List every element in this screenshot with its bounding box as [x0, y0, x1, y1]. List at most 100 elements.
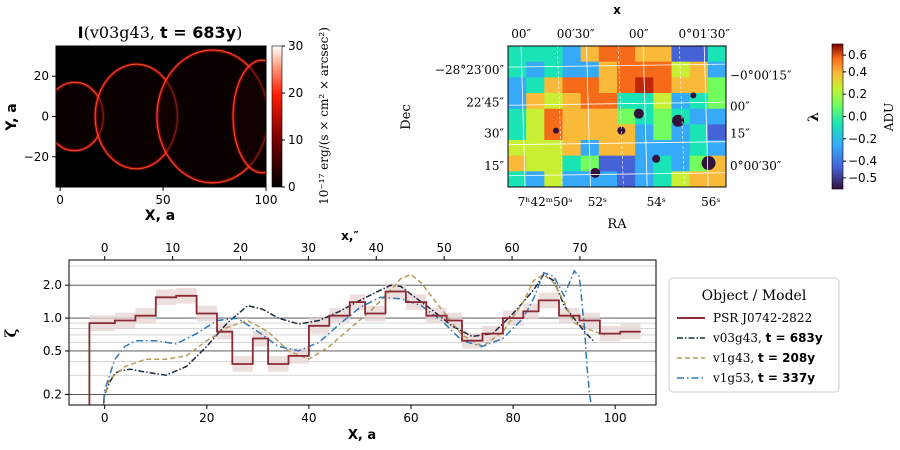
- sky-source: [617, 126, 626, 135]
- sky-bottom-tick-label: 56ˢ: [701, 195, 720, 209]
- sky-title: x: [613, 3, 621, 17]
- profile-xtick-label: 40: [301, 411, 316, 425]
- sky-right-tick-label: 0°00′30″: [730, 159, 782, 173]
- profile-ytick-label: 2.0: [43, 278, 62, 292]
- profile-top-tick-label: 30: [301, 241, 316, 255]
- sky-pixel: [598, 93, 618, 110]
- sky-pixel: [671, 46, 691, 63]
- intensity-ytick-label: 0: [41, 110, 49, 124]
- sky-source: [672, 114, 685, 127]
- intensity-shell-edge-4: [232, 59, 266, 174]
- sky-pixel: [544, 93, 564, 110]
- sky-pixel: [544, 171, 564, 187]
- intensity-ylabel: Y, a: [4, 103, 20, 131]
- sky-pixel: [526, 108, 545, 125]
- sky-pixel: [635, 46, 654, 63]
- sky-top-tick-label: 00″: [511, 27, 531, 41]
- profile-ytick-label: 0.5: [43, 344, 62, 358]
- sky-pixel: [598, 77, 618, 94]
- profile-top-tick-label: 60: [504, 241, 519, 255]
- sky-pixel: [689, 124, 709, 141]
- sky-pixel: [526, 124, 545, 141]
- sky-pixel: [617, 171, 636, 187]
- sky-pixel: [580, 140, 600, 157]
- sky-pixel: [562, 155, 582, 172]
- sky-left-tick-label: 30″: [484, 126, 504, 140]
- intensity-ytick-label: −20: [24, 150, 49, 164]
- sky-pixel: [580, 124, 600, 141]
- sky-pixel: [544, 108, 564, 125]
- sky-map-pixels: [508, 46, 726, 187]
- sky-pixel: [526, 155, 545, 172]
- sky-pixel: [617, 93, 636, 110]
- sky-grid-vertical: [703, 46, 709, 187]
- profile-xtick-label: 0: [101, 411, 109, 425]
- profile-top-tick-label: 40: [369, 241, 384, 255]
- sky-top-tick-label: 00″: [629, 27, 649, 41]
- sky-grid-horizontal: [508, 141, 726, 146]
- intensity-colorbar-label: 10⁻¹⁷ erg/(s × cm² × arcsec²): [317, 27, 331, 205]
- sky-pixel: [635, 155, 654, 172]
- sky-pixel: [508, 155, 527, 172]
- sky-grid-vertical: [520, 46, 526, 187]
- sky-pixel: [580, 77, 600, 94]
- sky-grid-horizontal: [508, 63, 726, 68]
- intensity-colorbar-tick-label: 20: [288, 86, 303, 100]
- sky-pixel: [689, 46, 709, 63]
- sky-colorbar-tick-label: 0.6: [848, 48, 867, 62]
- profile-top-tick-label: 50: [437, 241, 452, 255]
- sky-pixel: [707, 61, 726, 78]
- sky-pixel: [707, 124, 726, 141]
- sky-pixel: [526, 171, 545, 187]
- intensity-colorbar-tick-label: 10: [288, 133, 303, 147]
- sky-grid-vertical: [642, 46, 648, 187]
- sky-pixel: [617, 155, 636, 172]
- sky-colorbar-label: ADU: [882, 103, 896, 132]
- profile-xtick-label: 80: [505, 411, 520, 425]
- sky-pixel: [617, 77, 636, 94]
- profile-plot-area: [69, 260, 656, 405]
- intensity-shell-edge-3: [156, 49, 266, 184]
- sky-axis-labels: 00″ 00′30″ 00″ 0°01′30″ 7ʰ42ᵐ50ˢ 52ˢ 54ˢ 56ˢ −28…: [435, 27, 792, 209]
- profile-xtick-label: 100: [604, 411, 627, 425]
- sky-source: [690, 92, 697, 99]
- sky-bottom-tick-label: 7ʰ42ᵐ50ˢ: [518, 195, 573, 209]
- sky-source: [552, 127, 559, 134]
- sky-pixel: [653, 93, 673, 110]
- sky-right-tick-label: −0°00′15″: [730, 69, 792, 83]
- sky-pixel: [508, 108, 527, 125]
- profile-top-tick-label: 20: [233, 241, 248, 255]
- sky-pixel: [653, 108, 673, 125]
- sky-pixel: [707, 171, 726, 187]
- intensity-colorbar-ticks: 0 10 20 30: [282, 39, 303, 194]
- sky-pixel: [671, 77, 691, 94]
- sky-colorbar: [831, 43, 844, 190]
- sky-grid-dashed: [618, 46, 624, 187]
- sky-pixel: [635, 124, 654, 141]
- sky-pixel: [598, 124, 618, 141]
- sky-panel: x 00″ 00′30″ 00″ 0°01′30″ 7ʰ42ᵐ50ˢ 52ˢ 54ˢ 56ˢ −…: [399, 3, 896, 232]
- sky-colorbar-ticks: 0.4 0.2 0.0 −0.2 −0.4 0.6 −0.5: [843, 48, 877, 185]
- sky-right-tick-label: 00″: [730, 100, 750, 114]
- sky-pixel: [707, 77, 726, 94]
- sky-pixel: [580, 108, 600, 125]
- sky-pixel: [707, 46, 726, 63]
- sky-pixel: [671, 155, 691, 172]
- intensity-shells: [56, 49, 266, 184]
- sky-source: [701, 156, 716, 171]
- sky-pixel: [689, 171, 709, 187]
- sky-pixel: [653, 77, 673, 94]
- sky-pixel: [617, 46, 636, 63]
- sky-pixel: [671, 140, 691, 157]
- sky-grid-dashed: [679, 46, 685, 187]
- sky-pixel: [508, 93, 527, 110]
- sky-pixel: [562, 61, 582, 78]
- legend-title: Object / Model: [702, 288, 807, 304]
- sky-pixel: [580, 46, 600, 63]
- sky-pixel: [598, 46, 618, 63]
- profile-frame: [68, 259, 657, 406]
- sky-pixel: [562, 124, 582, 141]
- series-line-v1g43: [102, 273, 606, 405]
- sky-bottom-tick-label: 54ˢ: [647, 195, 666, 209]
